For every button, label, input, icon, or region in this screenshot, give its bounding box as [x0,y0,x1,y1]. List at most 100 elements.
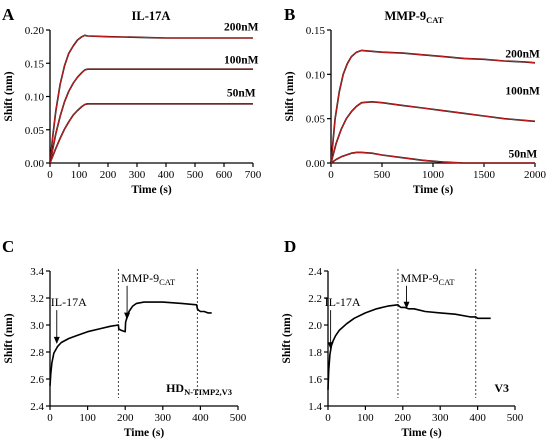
x-tick-label: 300 [129,169,146,181]
arrow-head [403,301,410,309]
y-tick-label: 2.2 [308,293,322,305]
arrow-head [53,336,60,344]
x-tick-label: 2000 [524,169,547,181]
arrow-label: IL-17A [51,295,87,309]
fit-curve [330,101,536,164]
y-axis-label: Shift (nm) [284,71,296,121]
y-tick-label: 1.4 [308,401,322,413]
x-tick-label: 200 [117,412,134,424]
x-tick-label: 600 [216,169,233,181]
fit-curve [330,151,535,164]
x-tick-label: 200 [100,169,117,181]
arrow-label: MMP-9CAT [121,271,176,287]
panel-b: B MMP-9CAT 0 500 1000 1500 2000 0.00 0.05 0.10 0.1… [284,5,547,196]
x-axis-label: Time (s) [401,427,442,439]
x-tick-label: 0 [47,169,53,181]
panel-a: A IL-17A 0 100 200 300 400 500 600 700 0.00 0.05 0.1… [2,5,262,196]
construct-label: V3 [494,381,509,395]
x-tick-label: 700 [245,169,262,181]
x-tick-label: 100 [79,412,96,424]
chart-title-main: MMP-9 [385,9,427,23]
panel-letter: A [2,5,15,24]
y-tick-label: 0.10 [25,92,45,104]
chart-title: MMP-9CAT [385,9,444,25]
x-tick-label: 0 [47,412,53,424]
y-tick-label: 0.15 [306,25,326,37]
panel-c: C 0 100 200 300 400 500 2.4 2.6 2.8 3.0 3.2 3.4 Time … [2,237,247,439]
data-trace [330,101,536,164]
x-tick-label: 400 [192,412,209,424]
y-tick-label: 3.2 [30,293,44,305]
arrow-label: MMP-9CAT [401,271,456,287]
y-axis-label: Shift (nm) [281,313,293,363]
arrow-label-subscript: CAT [159,277,176,287]
y-axis-label: Shift (nm) [3,313,15,363]
arrow-label-main: IL-17A [325,295,361,309]
y-axis-label: Shift (nm) [3,71,15,121]
concentration-label: 200nM [505,48,540,60]
panel-letter: D [284,237,296,256]
y-tick-label: 0.05 [25,125,45,137]
x-tick-label: 1500 [473,169,496,181]
x-tick-label: 500 [507,412,524,424]
arrow-label: IL-17A [325,295,361,309]
construct-label-subscript: N-TIMP2,V3 [184,387,232,397]
x-tick-label: 0 [325,412,331,424]
y-tick-label: 3.0 [30,320,44,332]
x-tick-label: 400 [469,412,486,424]
concentration-label: 200nM [224,22,259,34]
data-trace [327,303,491,390]
data-trace [49,34,253,164]
x-tick-label: 500 [374,169,391,181]
x-tick-label: 500 [230,412,247,424]
x-tick-label: 300 [432,412,449,424]
x-tick-label: 1000 [422,169,445,181]
y-tick-label: 0.05 [306,114,326,126]
y-tick-label: 2.4 [30,401,44,413]
construct-label-main: HD [166,381,184,395]
fit-curve [49,103,253,164]
concentration-label: 100nM [505,86,540,98]
arrow-label-subscript: CAT [439,277,456,287]
x-tick-label: 100 [71,169,88,181]
panel-letter: B [284,5,295,24]
concentration-label: 100nM [224,54,259,66]
chart-title-main: IL-17A [132,9,171,23]
chart-title-subscript: CAT [426,15,444,25]
arrow-label-main: IL-17A [51,295,87,309]
y-tick-label: 0.15 [25,58,45,70]
arrow-head [327,342,334,350]
y-tick-label: 1.8 [308,347,322,359]
y-tick-label: 2.0 [308,320,322,332]
fit-curve [49,68,253,164]
x-tick-label: 500 [187,169,204,181]
x-axis-label: Time (s) [413,184,454,196]
fit-curve [49,34,253,164]
y-tick-label: 3.4 [30,266,44,278]
concentration-label: 50nM [508,149,537,161]
construct-label-main: V3 [494,381,509,395]
x-axis-label: Time (s) [131,184,172,196]
data-trace [330,49,536,164]
panel-letter: C [2,237,14,256]
x-tick-label: 400 [158,169,175,181]
panel-d: D 0 100 200 300 400 500 1.4 1.6 1.8 2.0 2.2 2.4 Time … [281,237,524,439]
y-tick-label: 0.00 [306,158,326,170]
data-trace [49,103,253,164]
x-tick-label: 300 [155,412,172,424]
concentration-label: 50nM [227,88,256,100]
x-tick-label: 0 [328,169,334,181]
y-tick-label: 2.4 [308,266,322,278]
construct-label: HDN-TIMP2,V3 [166,381,232,397]
fit-curve [330,49,536,164]
data-trace [49,68,253,164]
chart-title: IL-17A [132,9,171,23]
x-tick-label: 200 [395,412,412,424]
y-tick-label: 0.20 [25,25,45,37]
arrow-label-main: MMP-9 [401,271,439,285]
y-tick-label: 1.6 [308,374,322,386]
y-tick-label: 0.00 [25,158,45,170]
x-tick-label: 100 [357,412,374,424]
arrow-label-main: MMP-9 [121,271,159,285]
